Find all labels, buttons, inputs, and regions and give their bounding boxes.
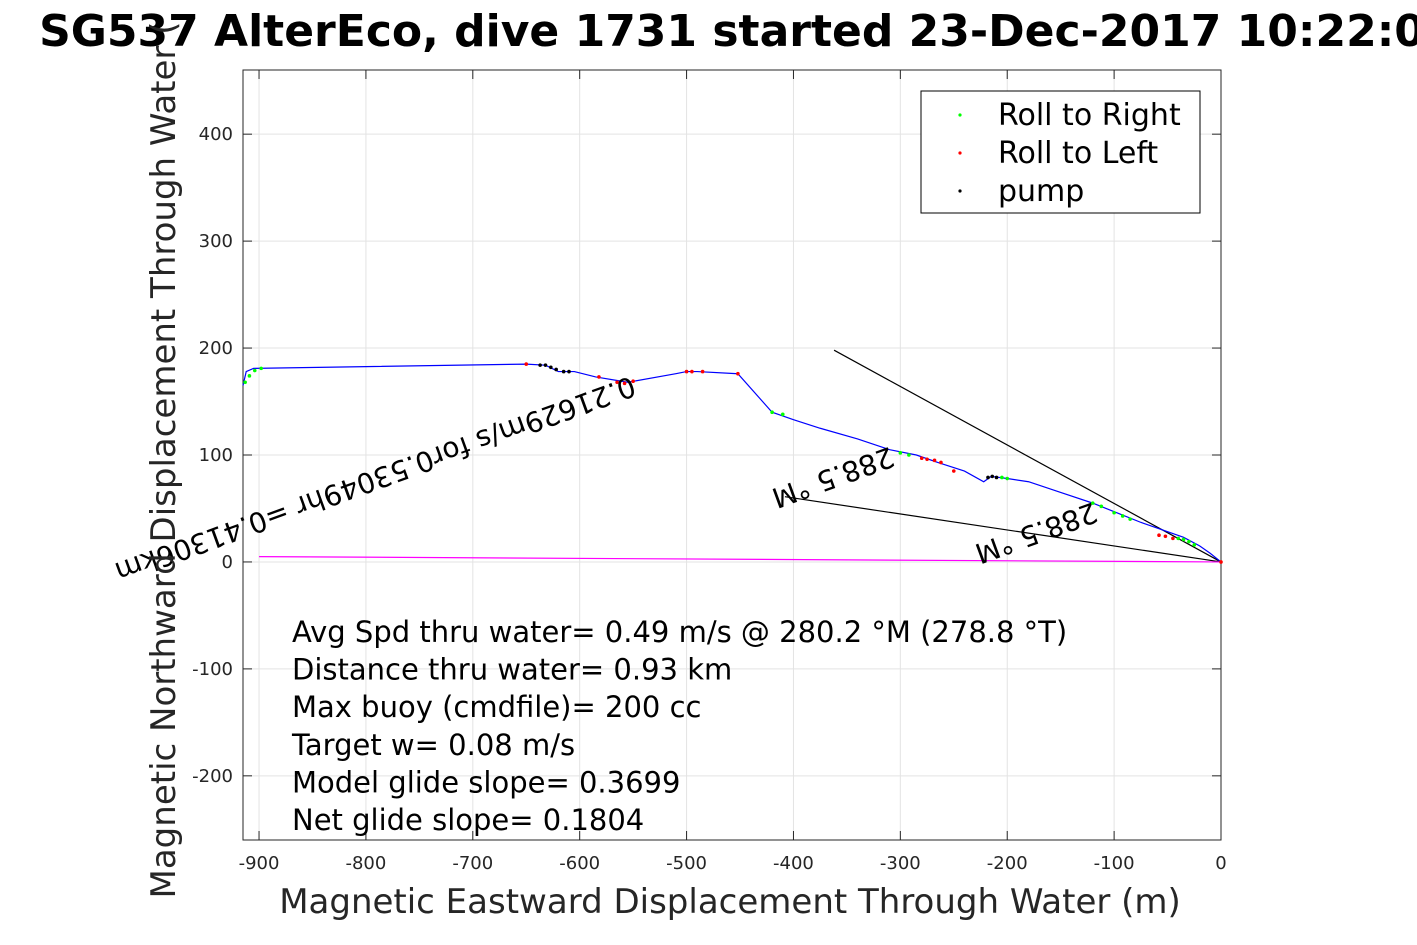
point-roll-to-right <box>1128 517 1132 521</box>
reference-line-0 <box>833 349 1222 563</box>
point-roll-to-left <box>615 380 619 385</box>
annotation-line-4: Model glide slope= 0.3699 <box>292 765 680 799</box>
point-pump <box>994 475 999 480</box>
legend-label-pump: pump <box>998 174 1084 209</box>
y-tick-label: -100 <box>192 659 233 680</box>
x-tick-label: -100 <box>1094 853 1135 874</box>
x-tick-label: -900 <box>239 853 280 874</box>
point-roll-to-left <box>939 460 943 465</box>
point-roll-to-right <box>1005 476 1010 481</box>
point-roll-to-right <box>259 366 263 371</box>
point-pump <box>549 365 553 370</box>
point-roll-to-right <box>1090 501 1095 505</box>
y-tick-label: 300 <box>199 231 233 252</box>
point-roll-to-left <box>690 369 694 374</box>
y-tick-label: 400 <box>199 124 233 145</box>
legend-label-roll-right: Roll to Right <box>998 98 1181 133</box>
point-roll-to-left <box>631 379 635 384</box>
point-roll-to-right <box>1181 537 1186 542</box>
x-tick-label: 0 <box>1215 853 1226 874</box>
point-roll-to-right <box>780 412 785 417</box>
annotation-line-0: Avg Spd thru water= 0.49 m/s @ 280.2 °M … <box>292 615 1067 649</box>
reference-lines <box>259 349 1222 563</box>
point-roll-to-left <box>1157 533 1161 538</box>
point-roll-to-left <box>524 362 529 366</box>
y-tick-label: 200 <box>199 338 233 359</box>
point-roll-to-left <box>1171 536 1175 541</box>
point-roll-to-right <box>907 453 911 457</box>
axis-ticks: -900 -800 -700 -600 -500 -400 -300 -200 -100 0 -20… <box>192 70 1227 874</box>
point-roll-to-right <box>247 374 252 378</box>
y-axis-label: Magnetic Northward Displacement Through … <box>144 22 184 899</box>
annotation-line-3: Target w= 0.08 m/s <box>291 728 575 762</box>
point-pump <box>986 475 990 480</box>
x-tick-label: -400 <box>773 853 814 874</box>
point-roll-to-left <box>919 456 924 461</box>
y-tick-label: 100 <box>199 445 233 466</box>
point-roll-to-right <box>252 368 257 373</box>
annotation-line-5: Net glide slope= 0.1804 <box>292 803 644 837</box>
legend-box <box>920 90 1201 214</box>
legend-marker-roll-left <box>958 151 962 155</box>
x-tick-label: -700 <box>452 853 493 874</box>
point-roll-to-left <box>684 369 689 374</box>
point-roll-to-right <box>1099 504 1104 509</box>
point-pump <box>543 363 548 367</box>
point-roll-to-right <box>770 410 774 415</box>
legend-label-roll-left: Roll to Left <box>998 136 1158 171</box>
point-roll-to-left <box>736 371 740 376</box>
annotation-line-1: Distance thru water= 0.93 km <box>292 653 732 687</box>
point-roll-to-left <box>1163 534 1168 539</box>
y-tick-label: 0 <box>222 552 233 573</box>
x-tick-label: -300 <box>880 853 921 874</box>
annotation-line-2: Max buoy (cmdfile)= 200 cc <box>292 690 701 724</box>
point-roll-to-left <box>932 458 937 463</box>
point-roll-to-left <box>951 469 956 473</box>
point-roll-to-left <box>700 369 705 374</box>
legend-marker-roll-right <box>958 113 962 117</box>
x-tick-label: -200 <box>987 853 1028 874</box>
point-roll-to-left <box>597 375 601 379</box>
point-roll-to-right <box>243 380 247 385</box>
point-roll-to-right <box>1000 475 1004 480</box>
point-pump <box>554 367 558 372</box>
x-tick-label: -800 <box>345 853 386 874</box>
point-roll-to-right <box>1120 514 1125 518</box>
point-pump <box>990 474 995 479</box>
y-tick-label: -200 <box>192 766 233 787</box>
reference-line-1 <box>784 496 1222 563</box>
legend-marker-pump <box>958 189 962 193</box>
point-pump <box>567 369 571 374</box>
point-pump <box>561 369 566 374</box>
chart-title: SG537 AlterEco, dive 1731 started 23-Dec… <box>39 6 1417 57</box>
point-roll-to-right <box>1187 539 1191 544</box>
point-roll-to-left <box>925 457 929 462</box>
reference-line-2 <box>259 555 1222 563</box>
annotations: Avg Spd thru water= 0.49 m/s @ 280.2 °M … <box>291 615 1067 837</box>
point-roll-to-left <box>1219 560 1223 564</box>
point-roll-to-right <box>1112 510 1116 515</box>
x-axis-label: Magnetic Eastward Displacement Through W… <box>279 882 1181 922</box>
point-roll-to-right <box>898 451 903 455</box>
x-tick-label: -500 <box>666 853 707 874</box>
point-pump <box>538 363 542 367</box>
point-roll-to-right <box>1192 543 1197 547</box>
point-roll-to-left <box>622 381 627 386</box>
data-points <box>243 362 1223 564</box>
legend: Roll to Right Roll to Left pump <box>920 90 1201 214</box>
x-tick-label: -600 <box>559 853 600 874</box>
point-roll-to-right <box>1176 536 1181 541</box>
